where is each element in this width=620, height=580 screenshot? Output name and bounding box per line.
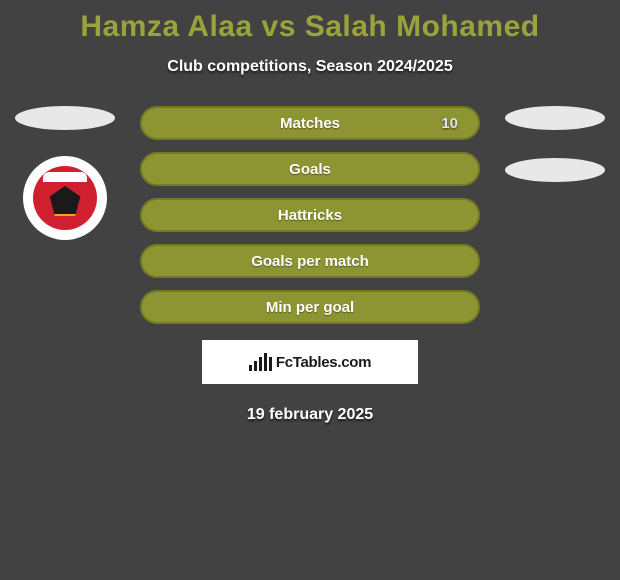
player-placeholder-ellipse <box>15 106 115 130</box>
page-title: Hamza Alaa vs Salah Mohamed <box>0 0 620 44</box>
date-text: 19 february 2025 <box>140 406 480 424</box>
club-placeholder-ellipse <box>505 158 605 182</box>
stat-label: Matches <box>280 115 340 132</box>
subtitle: Club competitions, Season 2024/2025 <box>0 58 620 76</box>
left-player-col <box>10 106 120 240</box>
stat-bar-goals: Goals <box>140 152 480 186</box>
footer-brand-badge: FcTables.com <box>202 340 418 384</box>
stat-bar-matches: Matches 10 <box>140 106 480 140</box>
stat-value: 10 <box>441 115 458 132</box>
stat-label: Min per goal <box>266 299 354 316</box>
stat-label: Goals per match <box>251 253 369 270</box>
brand-text: FcTables.com <box>276 354 371 371</box>
stat-bar-goals-per-match: Goals per match <box>140 244 480 278</box>
comparison-content: Matches 10 Goals Hattricks Goals per mat… <box>0 106 620 424</box>
club-badge-left <box>23 156 107 240</box>
right-player-col <box>500 106 610 182</box>
brand-bars-icon <box>249 353 272 371</box>
stats-col: Matches 10 Goals Hattricks Goals per mat… <box>140 106 480 424</box>
stat-label: Goals <box>289 161 331 178</box>
stat-bar-hattricks: Hattricks <box>140 198 480 232</box>
player-placeholder-ellipse <box>505 106 605 130</box>
stat-bar-min-per-goal: Min per goal <box>140 290 480 324</box>
club-shield-icon <box>33 166 97 230</box>
eagle-icon <box>48 186 82 216</box>
stat-label: Hattricks <box>278 207 342 224</box>
